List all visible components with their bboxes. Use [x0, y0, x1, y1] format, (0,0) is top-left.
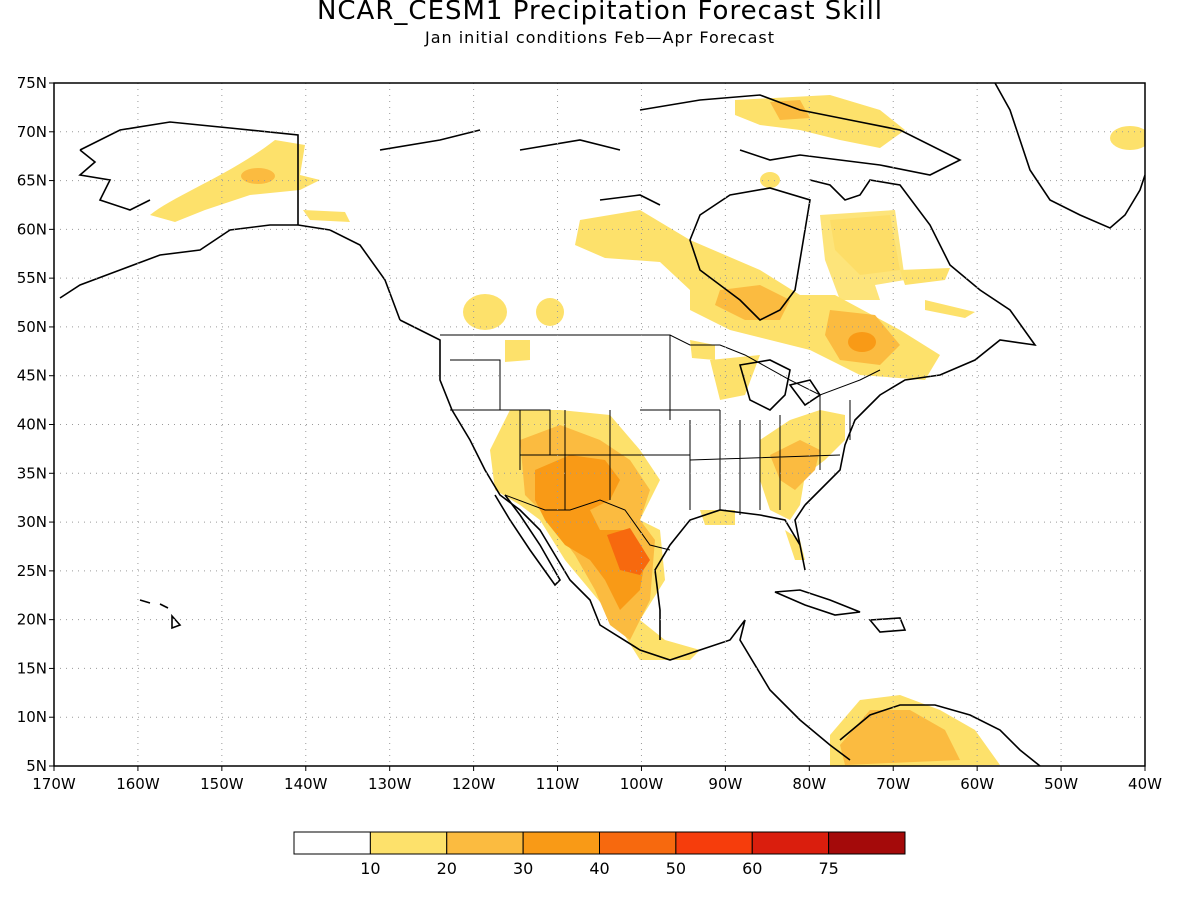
border-us-canada: [440, 334, 881, 396]
skill-region-bc-2: [536, 298, 564, 326]
skill-region-louisiana: [700, 510, 735, 525]
skill-region-greenland-edge: [1110, 126, 1145, 150]
lat-tick-label: 20N: [17, 611, 47, 629]
coastline-pacific: [399, 319, 851, 761]
lat-tick-label: 55N: [17, 269, 47, 287]
lon-tick-label: 60W: [960, 775, 994, 793]
political-borders: [297, 135, 881, 551]
coastline-arctic-islands: [379, 94, 962, 206]
skill-region-plains-north: [690, 340, 715, 360]
lat-tick-label: 70N: [17, 123, 47, 141]
skill-region-quebec-outer: [820, 210, 905, 300]
lat-tick-label: 65N: [17, 172, 47, 190]
border-us-states: [450, 335, 851, 515]
colorbar-swatch: [293, 831, 371, 855]
chart-subtitle: Jan initial conditions Feb—Apr Forecast: [424, 28, 776, 47]
border-us-mexico: [504, 494, 671, 551]
axis-ticks: [49, 82, 1146, 771]
colorbar: [293, 831, 906, 855]
lat-tick-label: 5N: [26, 757, 47, 775]
lat-tick-label: 10N: [17, 708, 47, 726]
lat-tick-label: 50N: [17, 318, 47, 336]
skill-region-southwest-inner: [535, 455, 645, 610]
lat-tick-label: 45N: [17, 367, 47, 385]
colorbar-labels: 10 20 30 40 50 60 75: [360, 859, 839, 878]
lat-tick-label: 40N: [17, 416, 47, 434]
colorbar-label: 10: [360, 859, 380, 878]
lon-tick-label: 90W: [708, 775, 742, 793]
lon-tick-label: 50W: [1044, 775, 1078, 793]
lon-tick-label: 150W: [200, 775, 244, 793]
colorbar-label: 20: [437, 859, 457, 878]
lat-axis-labels: 75N 70N 65N 60N 55N 50N 45N 40N 35N 30N 25N 20N 15N 1…: [17, 74, 47, 775]
coastline-greenland: [994, 83, 1145, 229]
colorbar-swatch: [675, 831, 753, 855]
lat-tick-label: 75N: [17, 74, 47, 92]
skill-region-texas-core: [607, 528, 650, 575]
lon-axis-labels: 170W 160W 150W 140W 130W 120W 110W 100W 90W 80W 70…: [32, 775, 1162, 793]
colorbar-swatch: [751, 831, 830, 855]
colorbar-label: 40: [589, 859, 609, 878]
skill-region-lakes: [710, 355, 760, 400]
colorbar-label: 75: [818, 859, 838, 878]
lon-tick-label: 120W: [452, 775, 496, 793]
skill-shading: [150, 95, 1145, 766]
skill-region-yukon: [303, 210, 350, 222]
skill-region-alaska-core: [241, 168, 275, 184]
skill-region-bc-1: [463, 294, 507, 330]
coastline-hawaii: [139, 599, 182, 630]
lat-tick-label: 15N: [17, 659, 47, 677]
colorbar-swatch: [446, 831, 524, 855]
chart-title: NCAR_CESM1 Precipitation Forecast Skill: [316, 0, 884, 26]
lon-tick-label: 70W: [876, 775, 910, 793]
coastlines: [59, 83, 1145, 766]
skill-region-arctic: [735, 95, 905, 148]
lon-tick-label: 140W: [284, 775, 328, 793]
skill-region-quebec-core: [848, 332, 876, 352]
lon-tick-label: 110W: [536, 775, 580, 793]
colorbar-swatch: [522, 831, 600, 855]
coastline-south-america: [839, 704, 1041, 766]
colorbar-label: 60: [742, 859, 762, 878]
skill-region-montana: [505, 340, 530, 362]
colorbar-swatch: [828, 831, 906, 855]
lon-tick-label: 160W: [116, 775, 160, 793]
lat-tick-label: 30N: [17, 513, 47, 531]
lon-tick-label: 40W: [1128, 775, 1162, 793]
colorbar-swatch: [369, 831, 448, 855]
coastline-cuba: [774, 589, 861, 616]
coastline-gulf: [654, 504, 806, 640]
skill-region-canada-band-core: [715, 285, 790, 320]
lat-tick-label: 35N: [17, 464, 47, 482]
skill-region-arctic-core: [770, 100, 810, 120]
lon-tick-label: 80W: [792, 775, 826, 793]
coastline-hispaniola: [868, 617, 907, 633]
lat-tick-label: 25N: [17, 562, 47, 580]
lon-tick-label: 170W: [32, 775, 76, 793]
colorbar-label: 30: [513, 859, 533, 878]
coastline-baja: [494, 494, 561, 587]
skill-region-arctic-small: [760, 172, 780, 188]
skill-region-south-america-mid: [840, 710, 960, 765]
lat-tick-label: 60N: [17, 220, 47, 238]
skill-region-southeast-mid: [770, 440, 820, 490]
lon-tick-label: 130W: [368, 775, 412, 793]
skill-region-florida: [785, 530, 805, 560]
coastline-hudson-bay: [689, 187, 811, 321]
colorbar-swatch: [599, 831, 677, 855]
skill-region-newfoundland: [925, 300, 975, 318]
colorbar-label: 50: [666, 859, 686, 878]
lon-tick-label: 100W: [620, 775, 664, 793]
skill-region-labrador: [900, 268, 950, 285]
